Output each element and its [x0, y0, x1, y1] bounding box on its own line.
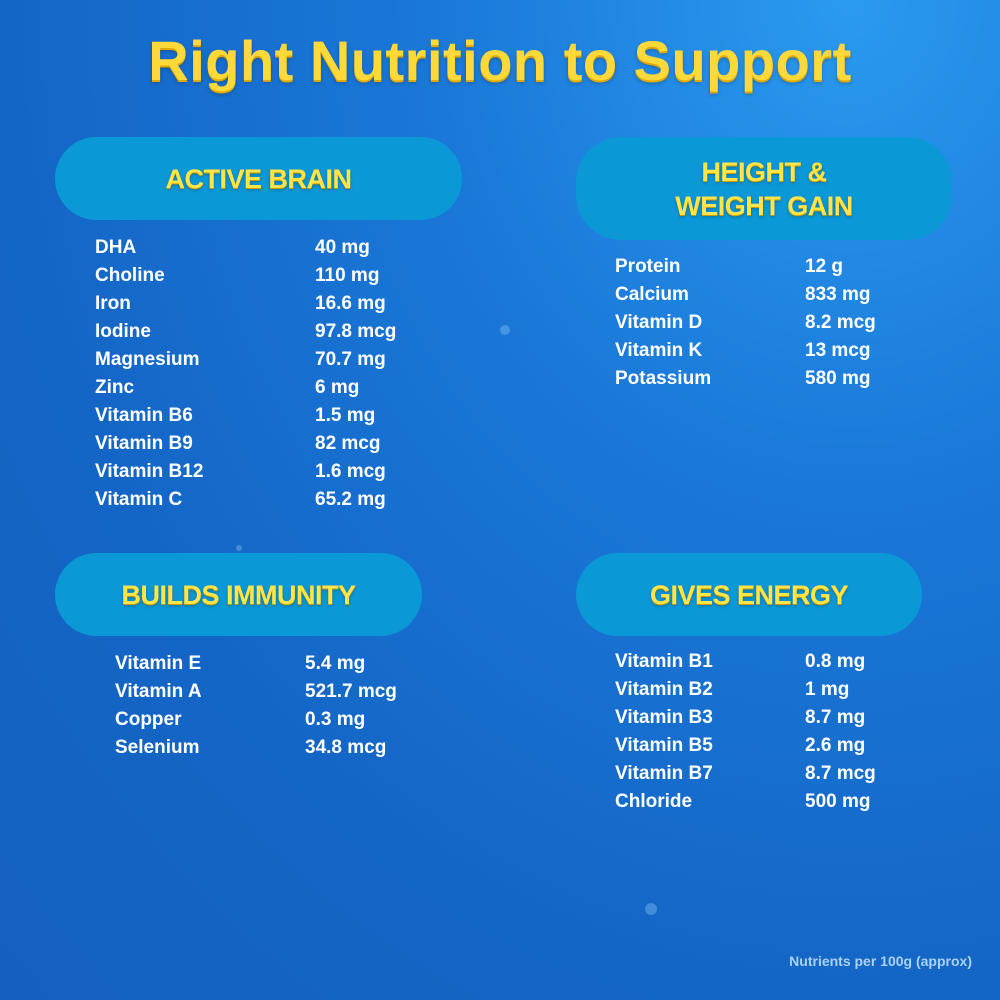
nutrient-value: 70.7 mg [315, 349, 386, 370]
nutrient-list-immunity: Vitamin E 5.4 mg Vitamin A 521.7 mcg Copper 0… [115, 650, 475, 762]
nutrient-row: Vitamin B3 8.7 mg [615, 704, 975, 732]
nutrient-value: 1.6 mcg [315, 461, 386, 482]
nutrient-row: Vitamin A 521.7 mcg [115, 678, 475, 706]
section-heading-energy: GIVES ENERGY [576, 553, 922, 636]
section-heading-active-brain: ACTIVE BRAIN [55, 137, 462, 220]
nutrient-value: 16.6 mg [315, 293, 386, 314]
nutrient-row: Vitamin K 13 mcg [615, 337, 975, 365]
nutrient-row: Magnesium 70.7 mg [95, 346, 455, 374]
nutrient-row: Copper 0.3 mg [115, 706, 475, 734]
nutrient-name: Calcium [615, 284, 689, 305]
nutrient-row: Protein 12 g [615, 253, 975, 281]
nutrient-name: Iodine [95, 321, 151, 342]
nutrient-name: Protein [615, 256, 681, 277]
nutrient-row: Vitamin D 8.2 mcg [615, 309, 975, 337]
nutrient-row: Vitamin B6 1.5 mg [95, 402, 455, 430]
nutrient-value: 82 mcg [315, 433, 381, 454]
nutrient-value: 8.2 mcg [805, 312, 876, 333]
nutrient-row: DHA 40 mg [95, 234, 455, 262]
nutrient-row: Choline 110 mg [95, 262, 455, 290]
nutrient-name: Vitamin B3 [615, 707, 713, 728]
nutrient-row: Calcium 833 mg [615, 281, 975, 309]
nutrient-value: 12 g [805, 256, 844, 277]
nutrient-name: Potassium [615, 368, 712, 389]
decorative-bubble [645, 903, 657, 915]
nutrient-name: Vitamin E [115, 653, 202, 674]
decorative-bubble [500, 325, 510, 335]
nutrient-value: 8.7 mg [805, 707, 866, 728]
nutrient-row: Iodine 97.8 mcg [95, 318, 455, 346]
nutrient-name: Chloride [615, 791, 693, 812]
nutrient-row: Zinc 6 mg [95, 374, 455, 402]
nutrient-name: Iron [95, 293, 131, 314]
nutrient-name: Choline [95, 265, 165, 286]
nutrient-row: Vitamin B5 2.6 mg [615, 732, 975, 760]
page-title: Right Nutrition to Support [148, 29, 852, 92]
nutrient-row: Vitamin C 65.2 mg [95, 486, 455, 514]
nutrient-list-height-weight: Protein 12 g Calcium 833 mg Vitamin D 8.2 mcg… [615, 253, 975, 393]
nutrient-value: 34.8 mcg [305, 737, 387, 758]
nutrient-value: 833 mg [805, 284, 871, 305]
nutrient-value: 0.3 mg [305, 709, 366, 730]
nutrient-row: Vitamin B9 82 mcg [95, 430, 455, 458]
nutrient-name: DHA [95, 237, 137, 258]
nutrient-name: Copper [115, 709, 182, 730]
nutrient-name: Zinc [95, 377, 135, 398]
nutrient-name: Vitamin K [615, 340, 703, 361]
section-heading-immunity: BUILDS IMMUNITY [55, 553, 422, 636]
nutrient-value: 6 mg [315, 377, 360, 398]
nutrient-row: Selenium 34.8 mcg [115, 734, 475, 762]
nutrient-name: Vitamin C [95, 489, 183, 510]
nutrient-name: Magnesium [95, 349, 200, 370]
nutrient-value: 1 mg [805, 679, 850, 700]
nutrient-row: Vitamin B2 1 mg [615, 676, 975, 704]
nutrient-name: Vitamin B5 [615, 735, 713, 756]
nutrient-row: Vitamin B12 1.6 mcg [95, 458, 455, 486]
nutrient-row: Vitamin B1 0.8 mg [615, 648, 975, 676]
footnote: Nutrients per 100g (approx) [789, 953, 972, 969]
decorative-bubble [236, 545, 242, 551]
nutrient-value: 580 mg [805, 368, 871, 389]
nutrient-name: Vitamin B1 [615, 651, 713, 672]
nutrient-list-active-brain: DHA 40 mg Choline 110 mg Iron 16.6 mg Iodine 97… [95, 234, 455, 514]
nutrient-value: 40 mg [315, 237, 370, 258]
nutrient-value: 5.4 mg [305, 653, 366, 674]
nutrient-value: 110 mg [315, 265, 380, 286]
nutrient-row: Iron 16.6 mg [95, 290, 455, 318]
nutrient-row: Vitamin E 5.4 mg [115, 650, 475, 678]
nutrient-value: 65.2 mg [315, 489, 386, 510]
nutrient-row: Vitamin B7 8.7 mcg [615, 760, 975, 788]
nutrient-value: 521.7 mcg [305, 681, 397, 702]
nutrient-value: 97.8 mcg [315, 321, 397, 342]
nutrient-name: Vitamin D [615, 312, 703, 333]
nutrient-name: Vitamin B7 [615, 763, 713, 784]
nutrient-value: 500 mg [805, 791, 871, 812]
nutrient-value: 1.5 mg [315, 405, 376, 426]
nutrient-name: Vitamin B9 [95, 433, 193, 454]
nutrient-value: 13 mcg [805, 340, 871, 361]
nutrient-name: Vitamin B12 [95, 461, 204, 482]
section-heading-height-weight: HEIGHT & WEIGHT GAIN [576, 137, 952, 240]
nutrient-value: 2.6 mg [805, 735, 866, 756]
nutrient-name: Vitamin B2 [615, 679, 713, 700]
nutrient-name: Vitamin B6 [95, 405, 193, 426]
nutrient-name: Vitamin A [115, 681, 202, 702]
nutrient-row: Potassium 580 mg [615, 365, 975, 393]
nutrient-list-energy: Vitamin B1 0.8 mg Vitamin B2 1 mg Vitamin B3… [615, 648, 975, 816]
nutrient-row: Chloride 500 mg [615, 788, 975, 816]
nutrient-value: 0.8 mg [805, 651, 866, 672]
nutrient-value: 8.7 mcg [805, 763, 876, 784]
nutrient-name: Selenium [115, 737, 200, 758]
